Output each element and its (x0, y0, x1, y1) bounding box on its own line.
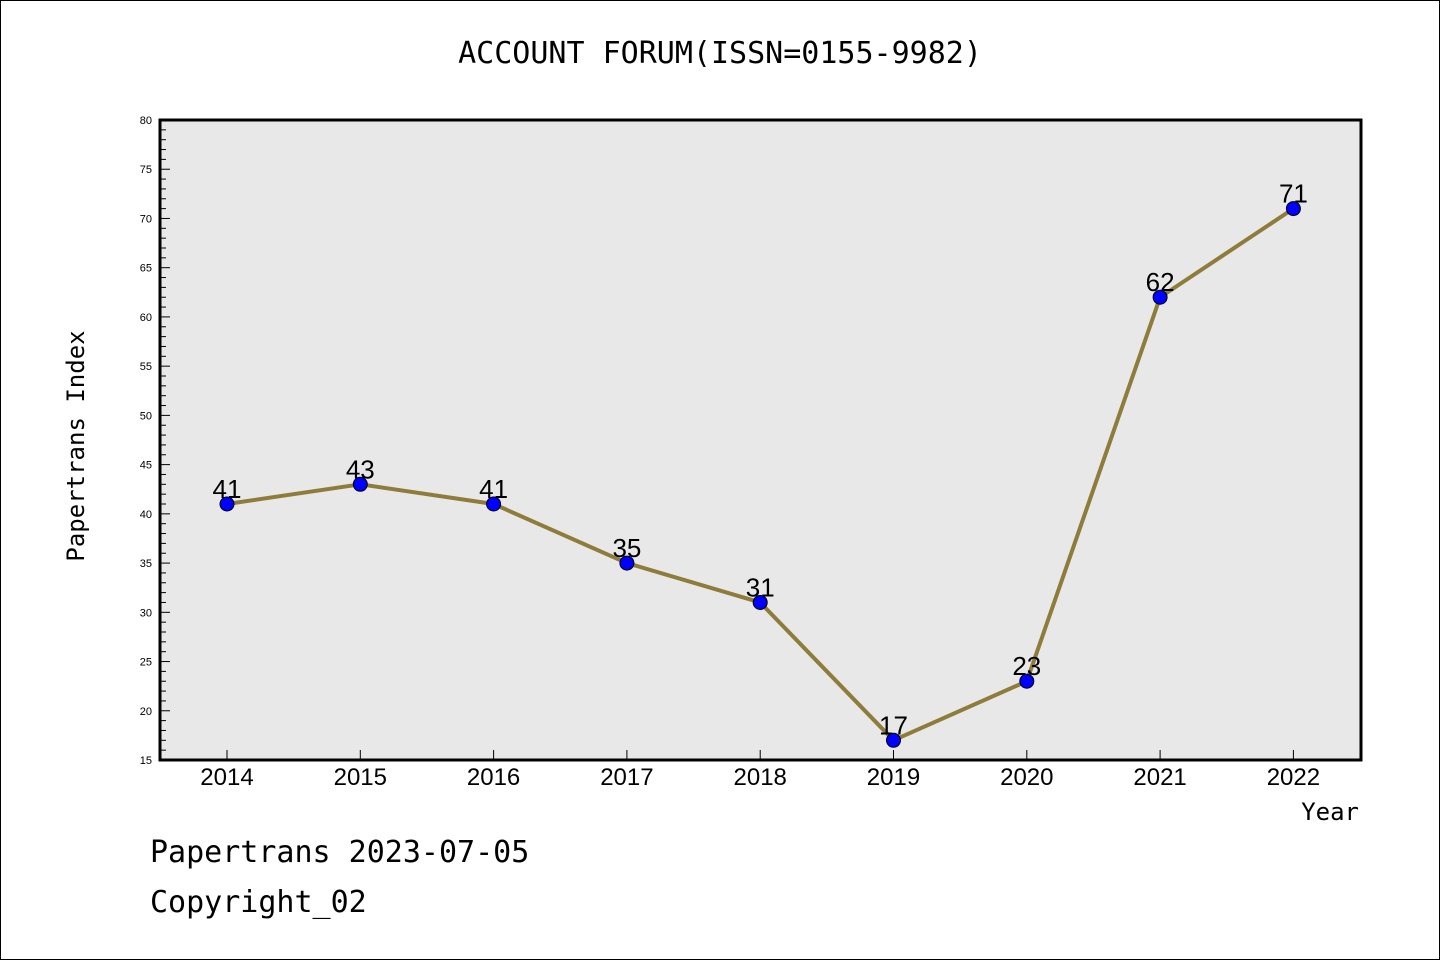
data-labels: 41 43 41 35 31 17 23 62 71 (213, 179, 1308, 741)
data-point (486, 496, 502, 512)
data-point (1285, 201, 1301, 217)
data-label: 62 (1146, 267, 1175, 297)
y-tick-label: 15 (140, 755, 152, 767)
footer-date: Papertrans 2023-07-05 (150, 835, 530, 870)
y-tick-label: 65 (140, 263, 152, 275)
x-tick-label: 2019 (867, 764, 920, 791)
footer-copyright: Copyright_02 (150, 885, 367, 920)
x-tick-label: 2020 (1000, 764, 1053, 791)
data-label: 43 (346, 454, 375, 484)
x-tick-label: 2017 (600, 764, 653, 791)
plot-area (160, 120, 1361, 760)
data-label: 41 (213, 474, 242, 504)
y-tick-label: 75 (140, 164, 152, 176)
y-tick-label: 70 (140, 213, 152, 225)
y-tick-label: 45 (140, 460, 152, 472)
x-axis: 2014 2015 2016 2017 2018 2019 2020 2021 2022 (200, 750, 1320, 791)
data-point (1152, 289, 1168, 305)
x-tick-label: 2016 (467, 764, 520, 791)
y-tick-label: 50 (140, 410, 152, 422)
data-label: 31 (746, 572, 775, 602)
x-tick-label: 2015 (334, 764, 387, 791)
data-point (1019, 673, 1035, 689)
data-point (886, 732, 901, 748)
plot-border (158, 118, 1363, 762)
y-tick-label: 80 (140, 115, 152, 127)
y-tick-label: 30 (140, 607, 152, 619)
data-label: 71 (1279, 179, 1308, 209)
y-tick-label: 40 (140, 509, 152, 521)
data-point (752, 594, 768, 610)
x-tick-label: 2021 (1133, 764, 1186, 791)
x-axis-label: Year (1301, 798, 1359, 826)
y-axis-label: Papertrans Index (62, 330, 90, 561)
x-tick-label: 2022 (1267, 764, 1320, 791)
series-layer (219, 201, 1301, 748)
x-tick-label: 2014 (200, 764, 253, 791)
y-tick-label: 55 (140, 361, 152, 373)
chart-title: ACCOUNT FORUM(ISSN=0155-9982) (458, 36, 982, 71)
data-label: 41 (479, 474, 508, 504)
data-point (219, 496, 235, 512)
data-label: 35 (612, 533, 641, 563)
data-point (352, 476, 368, 492)
y-axis: 15 20 25 30 35 40 45 50 55 60 65 70 75 80 (140, 115, 170, 767)
y-tick-label: 25 (140, 657, 152, 669)
y-tick-label: 35 (140, 558, 152, 570)
y-tick-label: 60 (140, 312, 152, 324)
data-label: 17 (879, 710, 908, 740)
data-label: 23 (1012, 651, 1041, 681)
data-point (619, 555, 635, 571)
y-tick-label: 20 (140, 706, 152, 718)
x-tick-label: 2018 (734, 764, 787, 791)
